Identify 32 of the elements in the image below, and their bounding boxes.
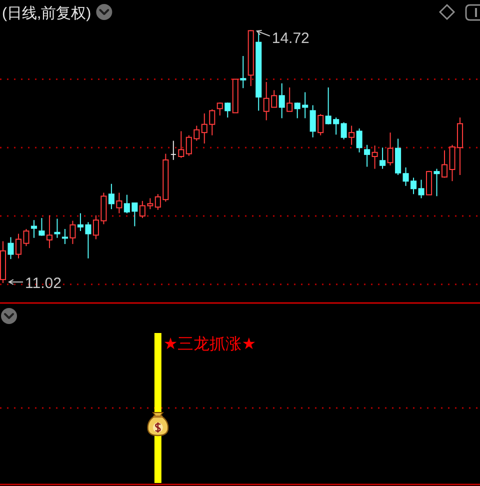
- candlestick: [240, 55, 246, 89]
- candlestick: [224, 102, 231, 118]
- candlestick: [38, 218, 45, 236]
- candlestick: [380, 147, 386, 170]
- candlestick: [340, 122, 347, 140]
- candlestick: [116, 192, 122, 214]
- candlestick: [178, 130, 184, 158]
- candlestick: [278, 82, 285, 119]
- candlestick: [108, 183, 114, 210]
- candlestick: [372, 145, 378, 170]
- candlestick: [30, 220, 37, 238]
- candlestick: [364, 144, 370, 168]
- candlestick: [310, 104, 316, 138]
- candlestick: [348, 125, 355, 146]
- candlestick: [62, 228, 68, 245]
- candlestick: [216, 102, 223, 116]
- candlestick: [286, 86, 293, 112]
- candlestick: [318, 114, 324, 136]
- candlestick: [170, 140, 176, 160]
- candlestick: [356, 128, 362, 153]
- candlestick: [46, 214, 52, 249]
- candlestick: [426, 170, 432, 196]
- chart-title: (日线,前复权): [2, 5, 92, 22]
- candlestick: [387, 132, 394, 166]
- annotation: 14.72: [272, 30, 310, 47]
- candlestick: [8, 236, 14, 260]
- candlestick: [418, 179, 424, 199]
- candlestick: [70, 220, 76, 245]
- annotation: 11.02: [25, 275, 62, 292]
- candlestick: [434, 168, 440, 197]
- annotation: ★三龙抓涨★: [163, 335, 256, 353]
- candlestick: [54, 218, 60, 238]
